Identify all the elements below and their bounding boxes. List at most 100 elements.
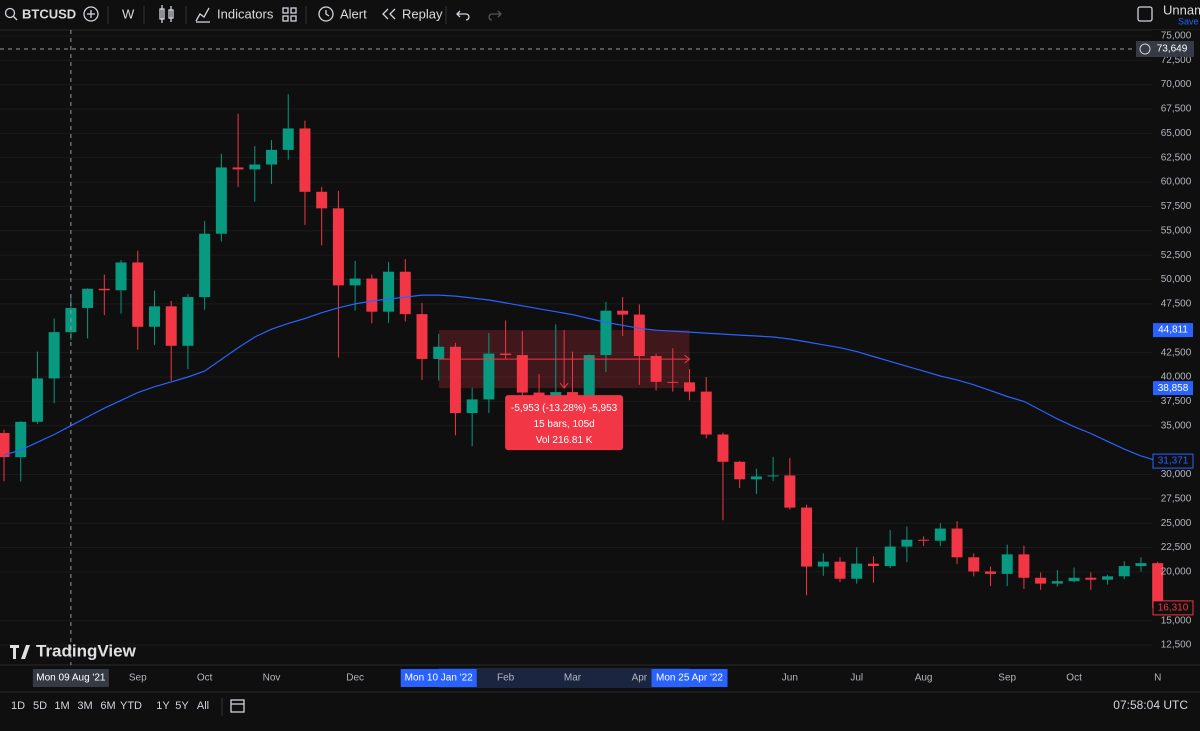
- last-price-label: 16,310: [1158, 603, 1189, 614]
- measure-end-date-label: Mon 25 Apr '22: [656, 673, 723, 684]
- candle-body: [466, 399, 478, 414]
- range-button[interactable]: YTD: [120, 700, 142, 712]
- range-button[interactable]: 5Y: [175, 700, 189, 712]
- alert-button[interactable]: Alert: [318, 6, 367, 22]
- candle-body: [684, 382, 696, 392]
- candle-body: [316, 191, 328, 209]
- top-toolbar: BTCUSD W Indicators Alert Replay Unname …: [0, 2, 1200, 31]
- x-tick-label: Oct: [1066, 673, 1082, 684]
- layout-name[interactable]: Unname: [1163, 2, 1200, 17]
- date-range-button[interactable]: [230, 699, 245, 713]
- candle-body: [98, 288, 110, 291]
- measure-end-date-tag: [651, 669, 728, 687]
- range-button[interactable]: 6M: [100, 700, 115, 712]
- measure-price-label: 44,811: [1158, 325, 1188, 336]
- indicators-label[interactable]: Indicators: [217, 6, 274, 21]
- replay-button[interactable]: Replay: [382, 6, 443, 21]
- y-tick-label: 60,000: [1161, 177, 1192, 188]
- x-tick-label: Aug: [915, 673, 933, 684]
- range-button[interactable]: 1D: [11, 700, 25, 712]
- candle-body: [1085, 577, 1097, 580]
- range-button[interactable]: All: [197, 700, 209, 712]
- logo-text: TradingView: [36, 641, 137, 660]
- undo-button[interactable]: [456, 10, 470, 21]
- candle-body: [533, 392, 545, 397]
- candle-body: [884, 546, 896, 567]
- candle-body: [784, 475, 796, 508]
- y-tick-label: 22,500: [1161, 542, 1192, 553]
- candle-body: [266, 149, 278, 165]
- candle-body: [299, 128, 311, 192]
- range-button[interactable]: 5D: [33, 700, 47, 712]
- y-tick-label: 25,000: [1161, 518, 1192, 529]
- ma-price-tag: [1152, 453, 1194, 469]
- candle-body: [918, 539, 930, 541]
- candle-body: [1051, 581, 1063, 584]
- candle-body: [1035, 577, 1047, 584]
- candle-body: [1135, 563, 1147, 567]
- alert-label[interactable]: Alert: [340, 6, 367, 21]
- measure-arrow-head: [684, 354, 691, 364]
- add-alert-icon[interactable]: [1139, 43, 1151, 55]
- candle-body: [600, 310, 612, 356]
- candle-body: [399, 271, 411, 315]
- candle-body: [1018, 554, 1030, 578]
- crosshair-price-tag: [1136, 41, 1194, 58]
- candle-body: [249, 164, 261, 170]
- candle-body: [1118, 566, 1130, 577]
- y-tick-label: 57,500: [1161, 201, 1192, 212]
- candle-body: [1152, 563, 1164, 608]
- candle-body: [633, 314, 645, 357]
- candle-body: [215, 167, 227, 234]
- time-range-highlight: [438, 668, 690, 688]
- candle-body: [968, 557, 980, 572]
- candle-body: [617, 310, 629, 315]
- candle-body: [165, 306, 177, 346]
- candle-body: [750, 476, 762, 480]
- candle-body: [801, 507, 813, 567]
- measure-arrow-head: [559, 382, 569, 389]
- clock: 07:58:04 UTC: [1113, 698, 1188, 712]
- plot-area: -5,953 (-13.28%) -5,953 15 bars, 105d Vol …: [0, 30, 1164, 665]
- indicators-button[interactable]: Indicators: [195, 6, 274, 23]
- y-tick-label: 37,500: [1161, 396, 1192, 407]
- measure-price-tag: [1153, 323, 1193, 338]
- layout-checkbox[interactable]: [1137, 6, 1153, 22]
- measure-price-tag: [1153, 381, 1193, 396]
- y-tick-label: 27,500: [1161, 493, 1192, 504]
- measure-info-text: 15 bars, 105d: [534, 419, 595, 430]
- candle-body: [1102, 576, 1114, 580]
- compare-button[interactable]: [83, 6, 99, 22]
- interval[interactable]: W: [122, 6, 135, 21]
- symbol[interactable]: BTCUSD: [22, 6, 76, 21]
- candle-body: [851, 563, 863, 579]
- candle-body: [516, 355, 528, 393]
- candle-body: [332, 208, 344, 286]
- candle-body: [901, 539, 913, 547]
- templates-button[interactable]: [282, 7, 297, 22]
- x-tick-label: Feb: [497, 673, 515, 684]
- candle-body: [734, 461, 746, 480]
- redo-button[interactable]: [488, 10, 502, 21]
- candle-body: [500, 353, 512, 356]
- chart-type-button[interactable]: [159, 5, 174, 23]
- symbol-search[interactable]: BTCUSD: [4, 6, 77, 21]
- range-button[interactable]: 1M: [54, 700, 69, 712]
- range-button[interactable]: 3M: [77, 700, 92, 712]
- candle-body: [717, 434, 729, 462]
- save-label[interactable]: Save: [1178, 16, 1199, 26]
- candle-body: [449, 346, 461, 414]
- measure-start-date-label: Mon 10 Jan '22: [405, 673, 474, 684]
- moving-average-line: [3, 294, 1158, 462]
- range-button[interactable]: 1Y: [156, 700, 170, 712]
- y-tick-label: 52,500: [1161, 250, 1192, 261]
- x-tick-label: N: [1154, 673, 1161, 684]
- candle-body: [383, 271, 395, 312]
- x-tick-label: Jun: [782, 673, 798, 684]
- candle-body: [1068, 577, 1080, 582]
- candle-body: [550, 392, 562, 397]
- last-price-tag: [1152, 600, 1194, 616]
- replay-label[interactable]: Replay: [402, 6, 443, 21]
- crosshair-date-label: Mon 09 Aug '21: [36, 673, 106, 684]
